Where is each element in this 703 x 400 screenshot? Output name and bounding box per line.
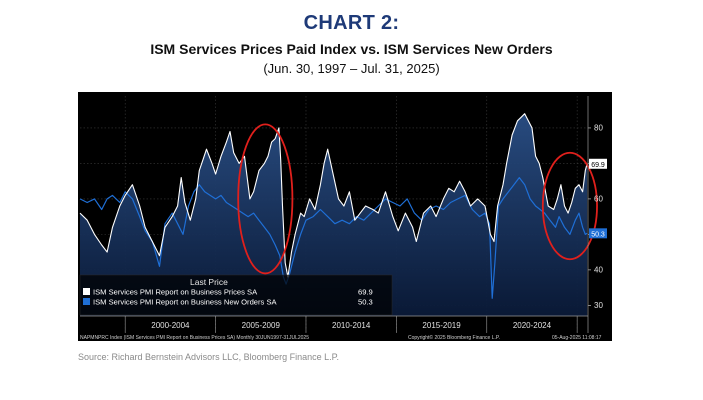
last-value-badge-text: 69.9 [591,162,605,169]
y-tick-label: 60 [594,195,603,204]
x-tick-label: 2005-2009 [242,321,281,330]
last-value-badge-new-orders: 50.3 [589,228,607,239]
series-line-new-orders [79,177,588,299]
highlight-layer [237,123,598,275]
y-tick-label: 30 [594,301,603,310]
legend-swatch-prices [83,288,90,295]
y-tick-label: 80 [594,124,603,133]
legend-value-prices: 69.9 [358,288,373,297]
highlight-circle-2 [541,151,598,261]
x-tick-label: 2015-2019 [422,321,461,330]
legend-value-new-orders: 50.3 [358,298,373,307]
last-value-badge-bg [589,158,607,169]
chart-title: ISM Services Prices Paid Index vs. ISM S… [150,41,553,57]
legend-title: Last Price [190,277,228,287]
last-value-badge-bg [589,228,607,239]
bloomberg-chart-panel: 3040506070802000-20042005-20092010-20142… [78,92,612,341]
last-value-badge-prices: 69.9 [589,158,607,169]
x-tick-label: 2000-2004 [151,321,190,330]
footer-strip [78,333,612,341]
y-tick-label: 40 [594,266,603,275]
axis-layer: 3040506070802000-20042005-20092010-20142… [80,96,607,333]
series-line-prices [79,113,588,278]
series-layer [79,113,588,299]
legend: Last Price ISM Services PMI Report on Bu… [79,274,393,316]
last-value-badge-text: 50.3 [591,231,605,238]
legend-label-prices: ISM Services PMI Report on Business Pric… [93,288,258,297]
legend-box [79,274,393,316]
footer-timestamp: 05-Aug-2025 11:08:17 [552,335,602,341]
prices-area-fill [80,113,588,316]
line-chart: 3040506070802000-20042005-20092010-20142… [78,92,612,341]
legend-swatch-new-orders [83,298,90,305]
highlight-circle-1 [237,123,294,275]
area-layer [80,113,588,316]
chart-date-range: (Jun. 30, 1997 – Jul. 31, 2025) [263,61,440,76]
chart-kicker: CHART 2: [303,12,400,34]
legend-label-new-orders: ISM Services PMI Report on Business New … [93,298,278,307]
footer-copyright: Copyright© 2025 Bloomberg Finance L.P. [408,334,500,341]
source-note: Source: Richard Bernstein Advisors LLC, … [78,352,339,362]
footer-source-line: NAPMNPRC Index (ISM Services PMI Report … [80,335,309,341]
x-tick-label: 2010-2014 [332,321,371,330]
x-tick-label: 2020-2024 [513,321,552,330]
